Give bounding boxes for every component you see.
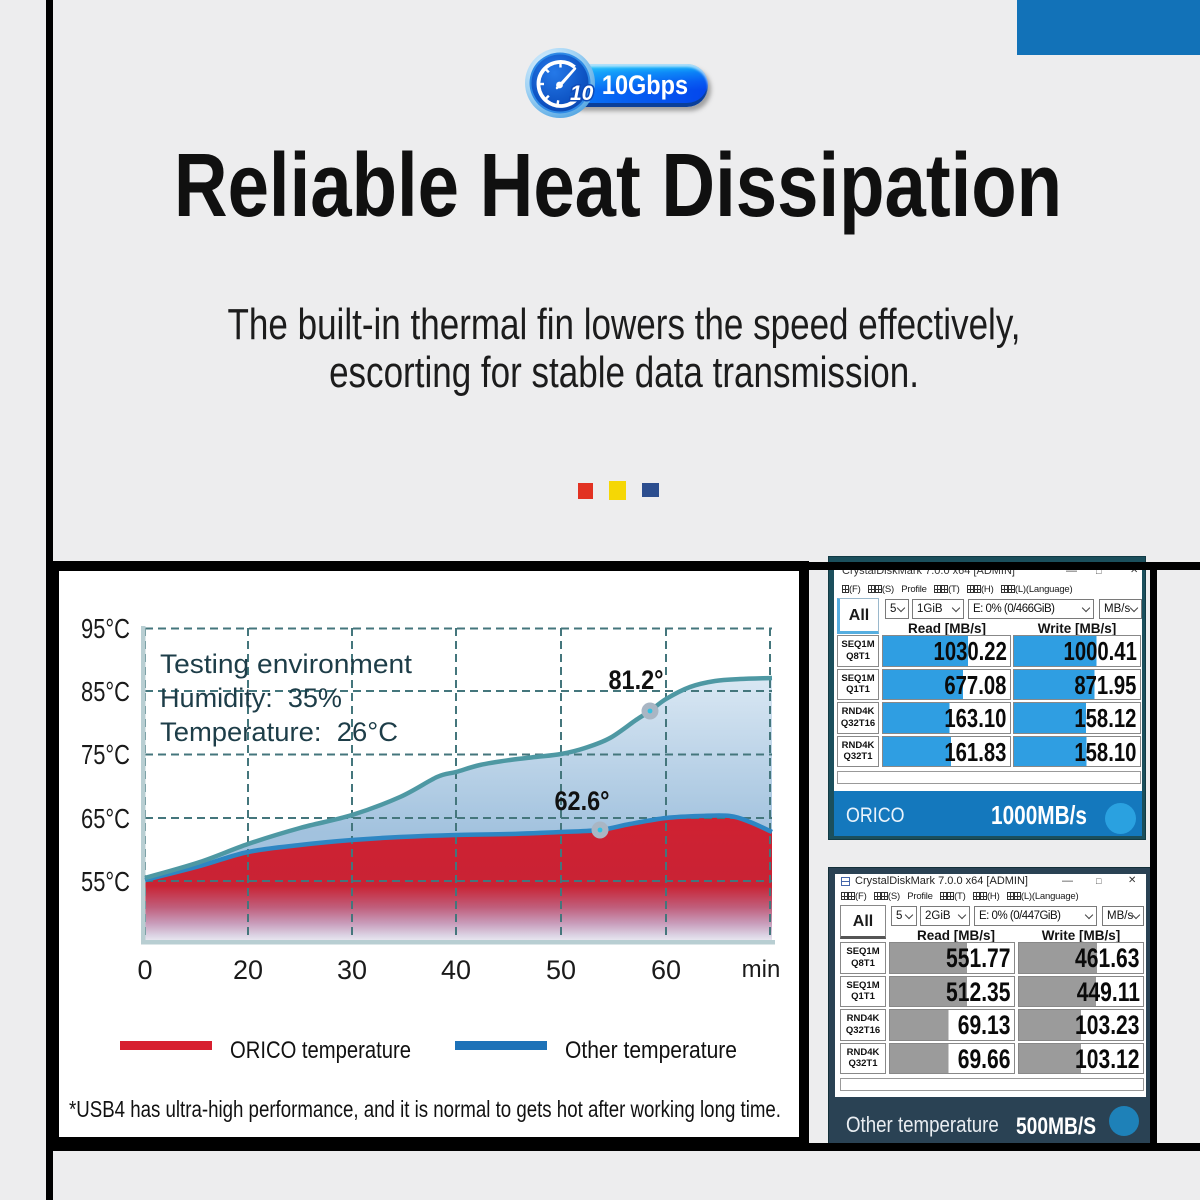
svg-text:65°C: 65°C — [81, 803, 130, 834]
svg-text:75°C: 75°C — [81, 739, 130, 770]
svg-text:min: min — [742, 956, 781, 983]
svg-text:30: 30 — [337, 955, 367, 985]
svg-text:*USB4 has ultra-high performan: *USB4 has ultra-high performance, and it… — [69, 1096, 781, 1122]
svg-text:Humidity: 35%: Humidity: 35% — [160, 683, 342, 713]
svg-text:60: 60 — [651, 955, 681, 985]
svg-text:95°C: 95°C — [81, 613, 130, 644]
svg-text:55°C: 55°C — [81, 866, 130, 897]
svg-text:62.6°: 62.6° — [555, 786, 610, 816]
svg-text:ORICO temperature: ORICO temperature — [230, 1037, 411, 1064]
svg-text:Testing environment: Testing environment — [160, 649, 413, 679]
svg-text:Temperature: 26°C: Temperature: 26°C — [160, 717, 398, 747]
svg-text:85°C: 85°C — [81, 676, 130, 707]
svg-text:10: 10 — [570, 82, 594, 105]
svg-text:0: 0 — [137, 955, 152, 985]
svg-text:81.2°: 81.2° — [609, 665, 664, 695]
svg-text:20: 20 — [233, 955, 263, 985]
svg-text:40: 40 — [441, 955, 471, 985]
svg-text:Other temperature: Other temperature — [565, 1037, 737, 1064]
svg-text:50: 50 — [546, 955, 576, 985]
